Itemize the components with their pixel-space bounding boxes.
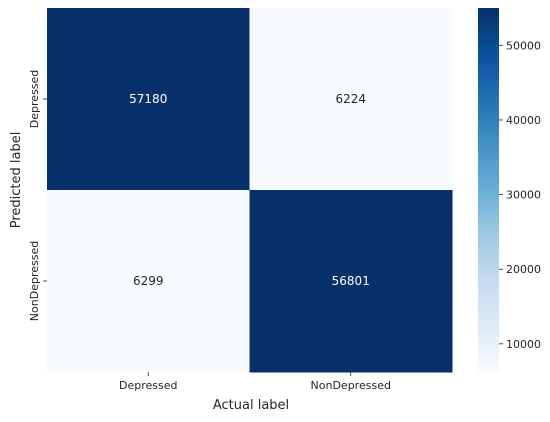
colorbar [478, 8, 499, 372]
cell-value-label: 56801 [332, 274, 370, 288]
heatmap-cells [47, 8, 453, 373]
colorbar-tick-label: 20000 [506, 263, 541, 276]
x-tick-label: NonDepressed [311, 379, 391, 392]
cell-value-labels: 57180 6224 6299 56801 [129, 92, 370, 288]
colorbar-tick-label: 40000 [506, 114, 541, 127]
heatmap-cell [47, 190, 250, 373]
y-tick-label: NonDepressed [28, 241, 41, 321]
colorbar-tick-label: 10000 [506, 338, 541, 351]
y-axis-label: Predicted label [9, 132, 24, 229]
colorbar-tick-label: 30000 [506, 189, 541, 202]
colorbar-ticks: 10000 20000 30000 40000 50000 [499, 39, 541, 351]
heatmap-cell [249, 8, 453, 191]
x-tick-label: Depressed [119, 379, 177, 392]
cell-value-label: 57180 [129, 92, 167, 106]
y-tick-label: Depressed [28, 70, 41, 128]
y-axis-ticks: Depressed NonDepressed [28, 70, 47, 321]
cell-value-label: 6224 [335, 92, 366, 106]
cell-value-label: 6299 [133, 274, 164, 288]
x-axis-label: Actual label [213, 398, 289, 413]
heatmap-cell [249, 190, 453, 373]
heatmap-cell [47, 8, 250, 191]
x-axis-ticks: Depressed NonDepressed [119, 372, 391, 392]
colorbar-tick-label: 50000 [506, 39, 541, 52]
